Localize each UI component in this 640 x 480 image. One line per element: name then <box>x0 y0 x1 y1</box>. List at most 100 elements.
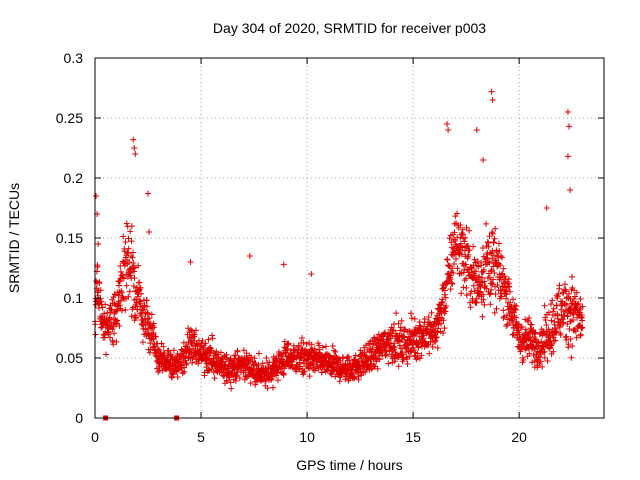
data-point <box>550 308 557 315</box>
data-point <box>337 357 344 364</box>
data-points <box>92 88 586 392</box>
data-point <box>284 341 291 348</box>
data-point <box>434 344 441 351</box>
data-point <box>579 324 586 331</box>
data-point <box>404 360 411 367</box>
data-point <box>133 299 140 306</box>
data-point <box>497 262 504 269</box>
data-point <box>232 377 239 384</box>
data-point <box>118 289 125 296</box>
data-point <box>417 337 424 344</box>
data-point <box>418 352 425 359</box>
data-point <box>442 308 449 315</box>
data-point <box>444 256 451 263</box>
data-point <box>501 279 508 286</box>
y-tick-label: 0.25 <box>56 110 83 126</box>
data-point <box>481 278 488 285</box>
data-point <box>161 350 168 357</box>
data-point <box>104 309 111 316</box>
data-point <box>579 317 586 324</box>
data-point <box>246 253 253 259</box>
data-point <box>280 261 287 268</box>
data-point <box>223 377 230 384</box>
data-point <box>122 239 129 246</box>
data-point <box>562 334 569 341</box>
data-point <box>121 248 128 255</box>
data-point <box>389 332 396 339</box>
data-point <box>96 305 103 312</box>
data-point <box>115 292 122 299</box>
data-point <box>454 265 461 272</box>
data-point <box>144 309 151 316</box>
data-point <box>125 250 132 257</box>
data-point <box>491 309 498 316</box>
data-point <box>129 254 136 261</box>
data-point <box>147 325 154 332</box>
data-point <box>132 314 139 321</box>
data-point <box>181 368 188 375</box>
data-point <box>553 302 560 309</box>
data-point <box>268 377 275 384</box>
data-point <box>498 254 505 261</box>
data-point <box>234 348 241 355</box>
data-point <box>472 268 479 275</box>
data-point <box>227 379 234 386</box>
data-point <box>487 301 494 308</box>
data-point <box>497 287 504 294</box>
data-point <box>328 363 335 370</box>
data-point <box>335 362 342 369</box>
data-point <box>487 268 494 275</box>
data-point <box>99 304 106 311</box>
data-point <box>383 347 390 354</box>
data-point <box>486 291 493 298</box>
data-point <box>491 270 498 277</box>
data-point <box>500 265 507 272</box>
data-point <box>99 324 106 331</box>
data-point <box>495 260 502 267</box>
data-point <box>541 354 548 361</box>
data-point <box>107 334 114 341</box>
data-point <box>451 229 458 236</box>
data-point <box>501 313 508 320</box>
data-point <box>125 245 132 252</box>
data-point <box>492 225 499 232</box>
data-point <box>150 329 157 336</box>
data-point <box>509 316 516 323</box>
data-point <box>507 288 514 295</box>
data-point <box>308 271 315 277</box>
data-point <box>205 336 212 343</box>
data-point <box>122 306 129 313</box>
data-point <box>398 345 405 352</box>
data-point <box>232 352 239 359</box>
data-point <box>167 357 174 364</box>
data-point <box>440 284 447 291</box>
data-point <box>559 290 566 297</box>
data-point <box>131 145 138 151</box>
data-point <box>93 193 100 199</box>
data-point <box>217 349 224 356</box>
data-point <box>398 337 405 344</box>
data-point <box>280 371 287 378</box>
data-point <box>342 361 349 368</box>
data-point <box>460 284 467 291</box>
data-point <box>120 233 127 240</box>
data-point <box>466 227 473 234</box>
data-point <box>96 279 103 286</box>
data-point <box>116 322 123 329</box>
data-point <box>489 230 496 237</box>
y-tick-labels: 0 0.05 0.1 0.15 0.2 0.25 0.3 <box>56 50 83 426</box>
data-point <box>406 327 413 334</box>
data-point <box>98 324 105 331</box>
data-point <box>473 127 480 133</box>
data-point <box>494 281 501 288</box>
data-point <box>113 307 120 314</box>
data-point <box>139 339 146 346</box>
data-point <box>137 284 144 291</box>
data-point <box>408 310 415 317</box>
data-point <box>123 282 130 289</box>
data-point <box>454 210 461 217</box>
data-point <box>451 261 458 268</box>
data-point <box>129 249 136 256</box>
data-point <box>492 291 499 298</box>
